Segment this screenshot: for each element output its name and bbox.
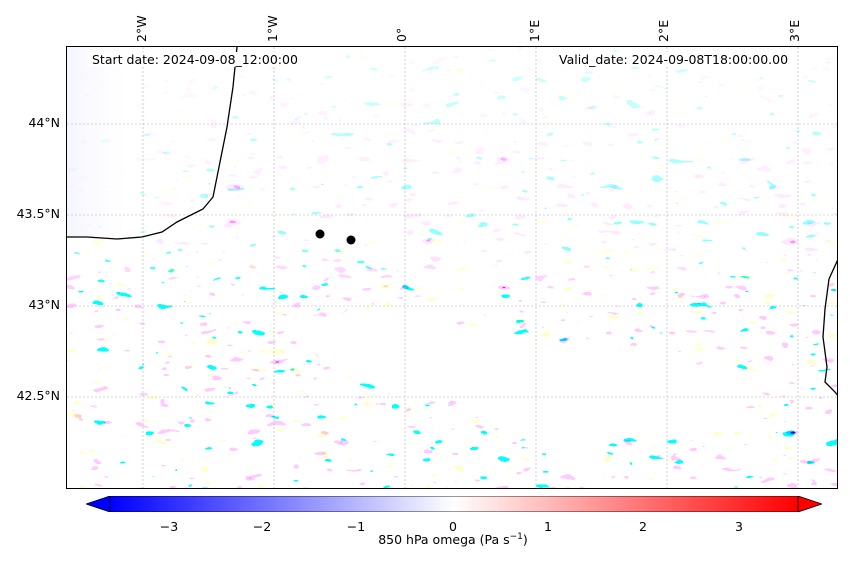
- coastline-atlantic: [67, 47, 238, 240]
- colorbar: [86, 496, 822, 512]
- city-marker: [315, 229, 325, 239]
- lat-label: 44°N: [28, 115, 60, 130]
- omega-field-map: [67, 47, 837, 488]
- coastline-mediterranean: [822, 259, 837, 396]
- masked-terrain: [295, 305, 747, 457]
- map-panel: [66, 46, 838, 489]
- graticule: [67, 47, 837, 488]
- lat-label: 42.5°N: [16, 388, 60, 403]
- city-marker: [346, 235, 356, 245]
- lon-label: 2°W: [134, 15, 149, 42]
- colorbar-tick: 3: [735, 519, 743, 534]
- valid-date-label: Valid_date: 2024-09-08T18:00:00.00: [555, 52, 793, 67]
- colorbar-tick: −2: [252, 519, 272, 534]
- lon-label: 3°E: [787, 19, 802, 42]
- colorbar-tick: 0: [449, 519, 457, 534]
- lon-label: 1°W: [265, 15, 280, 42]
- lon-label: 0°: [394, 27, 409, 42]
- colorbar-tick: −1: [346, 519, 366, 534]
- colorbar-tick: 1: [544, 519, 552, 534]
- colorbar-min-extend: [86, 496, 111, 512]
- start-date-label: Start date: 2024-09-08_12:00:00: [88, 52, 302, 67]
- lat-label: 43.5°N: [16, 206, 60, 221]
- colorbar-tick: 2: [639, 519, 647, 534]
- colorbar-gradient: [109, 496, 799, 512]
- colorbar-tick: −3: [159, 519, 179, 534]
- sea-calm-overlay: [67, 47, 237, 237]
- colorbar-label: 850 hPa omega (Pa s−1): [378, 532, 528, 548]
- lon-label: 2°E: [656, 19, 671, 42]
- lon-label: 1°E: [527, 19, 542, 42]
- colorbar-max-extend: [797, 496, 822, 512]
- lat-label: 43°N: [28, 297, 60, 312]
